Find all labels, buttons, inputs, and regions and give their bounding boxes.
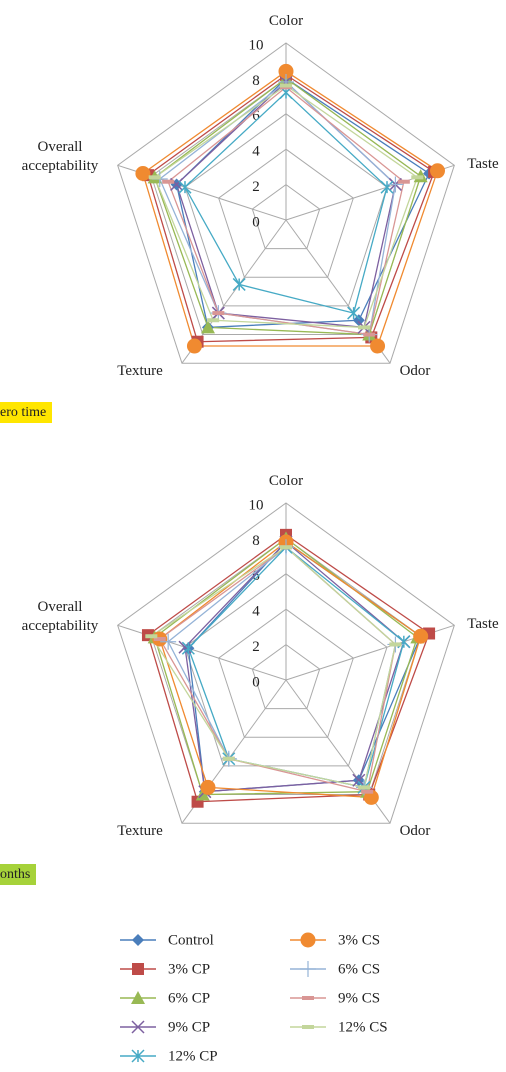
data-point (352, 773, 366, 787)
r-tick-label: 10 (249, 37, 264, 53)
series-line (150, 546, 397, 789)
data-point (207, 318, 220, 323)
legend-marker (302, 1025, 314, 1029)
legend-marker (300, 961, 316, 977)
grid-line (117, 42, 455, 364)
data-point (186, 338, 202, 354)
data-point (280, 83, 292, 88)
data-point (200, 779, 216, 795)
data-point (145, 634, 158, 639)
data-point (413, 628, 429, 644)
axis-label: Taste (467, 156, 499, 172)
data-point (278, 63, 294, 79)
grid-line (251, 183, 321, 250)
data-point (411, 175, 424, 180)
data-point (352, 314, 365, 327)
series-line (158, 541, 422, 799)
series-line (153, 537, 419, 796)
legend-label: 3% CS (338, 932, 380, 948)
legend-label: Control (168, 932, 214, 948)
data-point (200, 320, 215, 334)
axis-label: Odor (399, 823, 431, 839)
series-line (158, 546, 397, 793)
r-tick-label: 0 (252, 674, 260, 690)
legend-marker (131, 991, 145, 1004)
caption: ero time (0, 402, 53, 423)
grid-line (218, 608, 354, 738)
data-point (181, 641, 195, 655)
axis-label: Texture (117, 363, 163, 379)
data-point (162, 179, 175, 184)
data-point (389, 642, 402, 647)
data-point (387, 176, 404, 193)
legend-marker (131, 1020, 145, 1034)
data-point (358, 785, 371, 790)
r-tick-label: 6 (252, 568, 260, 584)
data-point (370, 338, 386, 354)
data-point (160, 633, 177, 650)
axis-label: Taste (467, 616, 499, 632)
r-tick-label: 0 (252, 214, 260, 230)
legend-label: 6% CP (168, 990, 210, 1006)
legend-label: 6% CS (338, 961, 380, 977)
grid-line (117, 502, 455, 824)
axis-label: Overall acceptability (21, 599, 99, 634)
axis-label: Texture (117, 823, 163, 839)
r-tick-label: 2 (252, 179, 260, 195)
axis-label: Color (268, 473, 304, 489)
data-point (397, 179, 410, 184)
axis-label: Color (268, 13, 304, 29)
legend-marker (132, 934, 144, 946)
data-point (148, 175, 161, 180)
data-point (430, 163, 446, 179)
legend-marker (132, 963, 144, 975)
legend-marker (300, 932, 316, 948)
legend-marker (131, 1049, 145, 1063)
legend-label: 12% CP (168, 1048, 218, 1064)
series-line (147, 74, 435, 343)
r-tick-label: 2 (252, 639, 260, 655)
axis-label: Overall acceptability (21, 139, 99, 174)
series-line (142, 70, 439, 347)
r-tick-label: 6 (252, 108, 260, 124)
data-point (212, 311, 225, 316)
legend-label: 9% CS (338, 990, 380, 1006)
series-line (184, 91, 388, 314)
data-point (363, 332, 376, 337)
legend-label: 12% CS (338, 1019, 388, 1035)
legend-marker (302, 996, 314, 1000)
series-line (147, 534, 430, 803)
r-tick-label: 4 (252, 604, 260, 620)
data-point (178, 180, 192, 194)
r-tick-label: 10 (249, 497, 264, 513)
legend-label: 3% CP (168, 961, 210, 977)
data-point (280, 545, 292, 550)
r-tick-label: 8 (252, 73, 260, 89)
axis-label: Odor (399, 363, 431, 379)
data-point (135, 166, 151, 182)
r-tick-label: 8 (252, 533, 260, 549)
r-tick-label: 4 (252, 144, 260, 160)
data-point (232, 277, 246, 291)
series-line (153, 84, 419, 329)
data-point (222, 756, 235, 761)
series-line (184, 541, 405, 793)
data-point (347, 306, 361, 320)
caption: onths (0, 864, 37, 885)
data-point (153, 636, 166, 641)
grid-line (218, 148, 354, 278)
legend-label: 9% CP (168, 1019, 210, 1035)
data-point (358, 325, 371, 330)
grid-line (251, 643, 321, 710)
grid-line (184, 113, 388, 307)
series-line (167, 546, 397, 789)
data-point (361, 789, 374, 794)
data-point (380, 180, 394, 194)
series-line (153, 77, 422, 336)
